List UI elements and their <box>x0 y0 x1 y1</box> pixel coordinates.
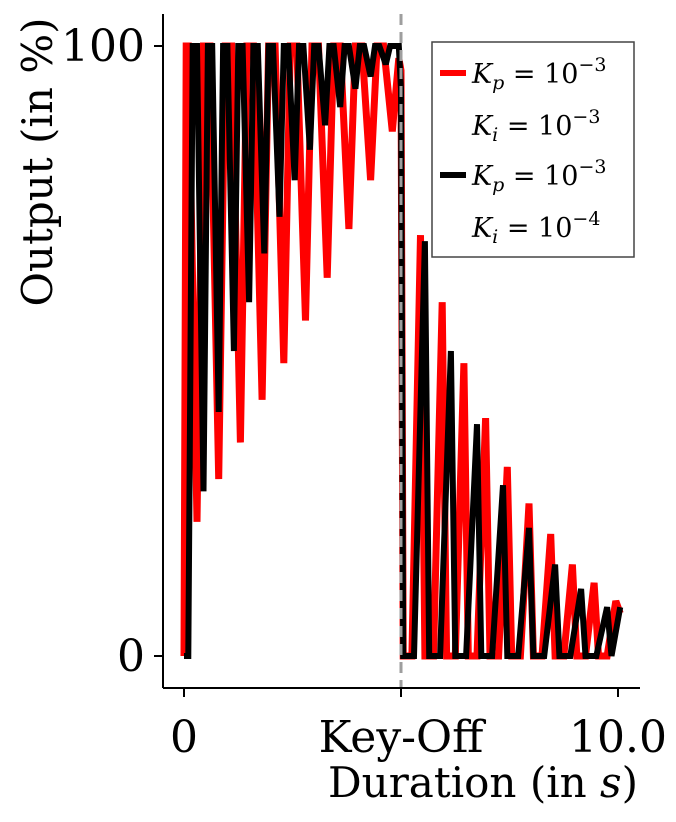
series-line-2 <box>184 43 624 659</box>
y-axis-title: Output (in %) <box>13 17 62 306</box>
legend-label: Kp = 10−3 <box>471 156 607 196</box>
x-tick-label: Key-Off <box>319 712 487 763</box>
legend: Kp = 10−3 Ki = 10−3 Kp = 10−3 Ki = 10−4 <box>431 41 635 258</box>
legend-label: Ki = 10−3 <box>471 106 600 146</box>
legend-label: Kp = 10−3 <box>471 54 607 94</box>
x-tick-label: 10.0 <box>569 712 667 763</box>
x-tick-label: 0 <box>170 712 198 763</box>
x-axis-title: Duration (in s) <box>328 758 638 807</box>
legend-frame <box>431 41 635 258</box>
legend-label: Ki = 10−4 <box>471 208 600 248</box>
series-layer <box>180 42 624 660</box>
tick-layer: 0 Key-Off 10.0 0 100 <box>61 21 667 763</box>
y-tick-label: 0 <box>117 631 145 682</box>
y-tick-label: 100 <box>61 21 145 72</box>
